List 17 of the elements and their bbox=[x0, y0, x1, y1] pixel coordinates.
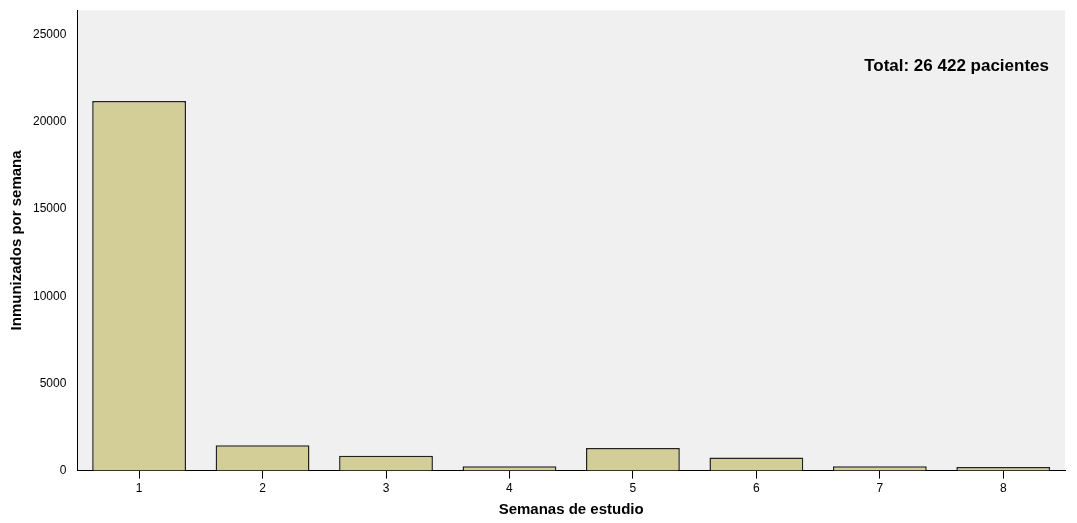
x-tick-label: 8 bbox=[999, 481, 1007, 496]
annotation: Total: 26 422 pacientes bbox=[864, 55, 1049, 75]
x-tick-label: 5 bbox=[629, 481, 637, 496]
x-tick-label: 7 bbox=[876, 481, 884, 496]
y-tick-label: 20000 bbox=[32, 114, 67, 129]
y-tick-label: 0 bbox=[59, 462, 67, 477]
x-axis-title: Semanas de estudio bbox=[498, 500, 644, 518]
x-tick-label: 1 bbox=[135, 481, 143, 496]
x-tick-label: 3 bbox=[382, 481, 390, 496]
x-tick-label: 4 bbox=[506, 481, 514, 496]
y-tick-label: 5000 bbox=[39, 375, 67, 390]
x-tick-label: 2 bbox=[259, 481, 267, 496]
y-axis-title: Inmunizados por semana bbox=[7, 149, 25, 331]
x-tick-label: 6 bbox=[753, 481, 761, 496]
y-tick-label: 10000 bbox=[32, 288, 67, 303]
y-tick-label: 25000 bbox=[32, 26, 67, 41]
y-tick-label: 15000 bbox=[32, 201, 67, 216]
